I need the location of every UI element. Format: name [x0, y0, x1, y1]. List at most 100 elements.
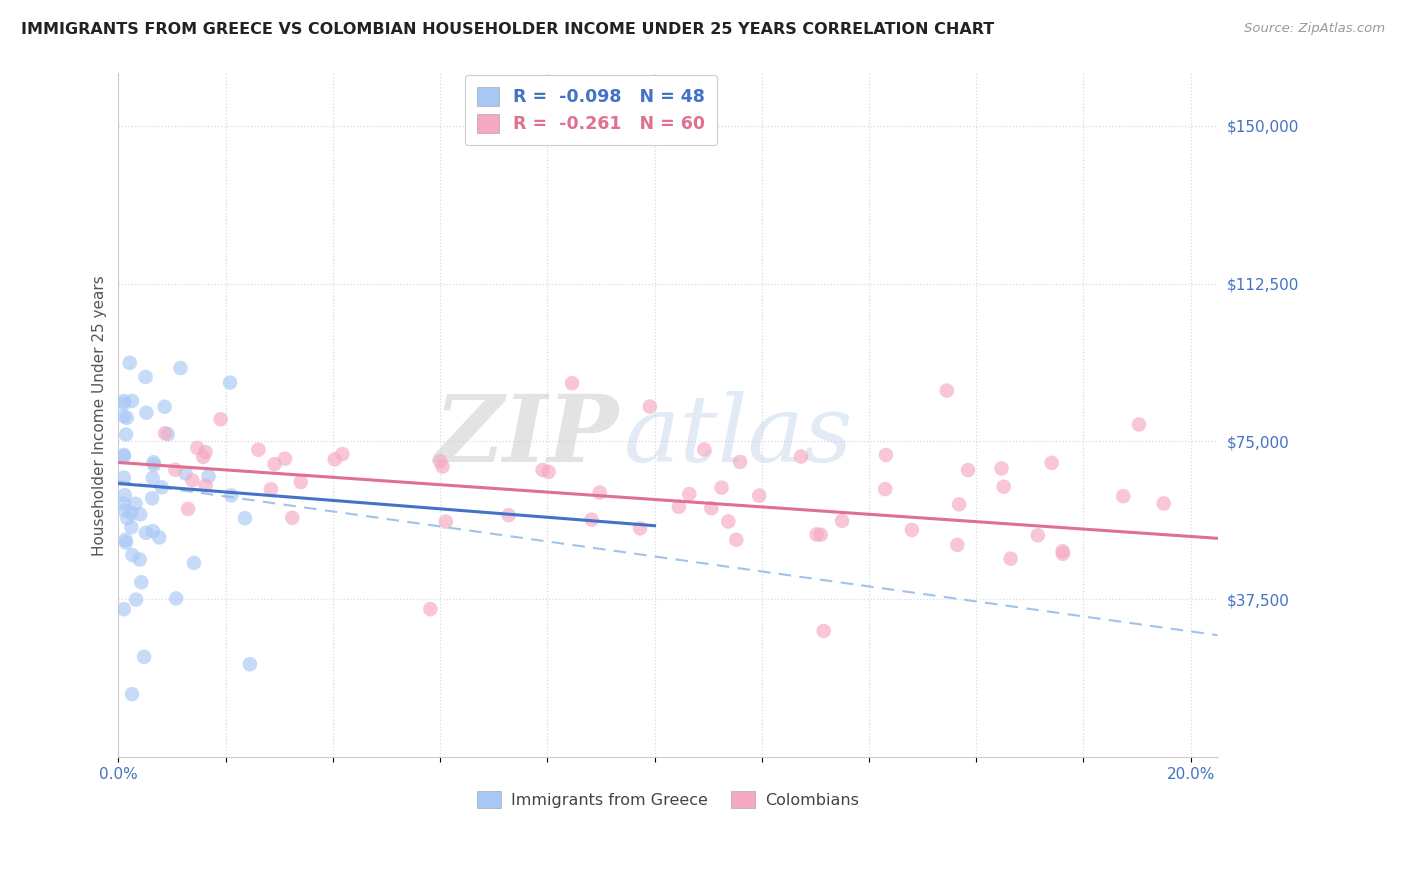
Point	[957, 463, 980, 477]
Point	[118, 356, 141, 370]
Point	[143, 458, 166, 472]
Text: ZIP: ZIP	[434, 391, 619, 481]
Point	[135, 525, 157, 540]
Point	[1026, 528, 1049, 542]
Point	[142, 471, 165, 485]
Point	[153, 400, 176, 414]
Point	[121, 393, 143, 408]
Point	[1052, 547, 1074, 561]
Point	[221, 488, 243, 502]
Point	[239, 657, 262, 672]
Point	[194, 478, 217, 492]
Point	[948, 497, 970, 511]
Point	[135, 370, 157, 384]
Point	[901, 523, 924, 537]
Point	[274, 451, 297, 466]
Point	[142, 455, 165, 469]
Point	[177, 502, 200, 516]
Point	[330, 447, 353, 461]
Point	[165, 591, 187, 606]
Point	[1040, 456, 1063, 470]
Point	[434, 515, 457, 529]
Point	[156, 427, 179, 442]
Point	[112, 396, 135, 410]
Point	[628, 521, 651, 535]
Point	[498, 508, 520, 523]
Point	[260, 483, 283, 497]
Point	[174, 467, 197, 481]
Point	[728, 455, 751, 469]
Point	[115, 427, 138, 442]
Point	[813, 624, 835, 638]
Point	[125, 592, 148, 607]
Text: IMMIGRANTS FROM GREECE VS COLOMBIAN HOUSEHOLDER INCOME UNDER 25 YEARS CORRELATIO: IMMIGRANTS FROM GREECE VS COLOMBIAN HOUS…	[21, 22, 994, 37]
Point	[725, 533, 748, 547]
Point	[233, 511, 256, 525]
Point	[115, 535, 138, 549]
Point	[209, 412, 232, 426]
Point	[194, 445, 217, 459]
Point	[700, 501, 723, 516]
Point	[153, 426, 176, 441]
Point	[1112, 489, 1135, 503]
Point	[668, 500, 690, 514]
Point	[128, 552, 150, 566]
Point	[124, 497, 146, 511]
Point	[115, 410, 138, 425]
Point	[197, 469, 219, 483]
Point	[589, 485, 612, 500]
Point	[946, 538, 969, 552]
Point	[537, 465, 560, 479]
Point	[120, 506, 142, 520]
Point	[112, 394, 135, 409]
Point	[129, 508, 152, 522]
Y-axis label: Householder Income Under 25 years: Householder Income Under 25 years	[93, 275, 107, 556]
Point	[429, 454, 451, 468]
Legend: Immigrants from Greece, Colombians: Immigrants from Greece, Colombians	[471, 784, 865, 814]
Point	[1052, 544, 1074, 558]
Point	[993, 480, 1015, 494]
Point	[710, 481, 733, 495]
Point	[186, 441, 208, 455]
Point	[790, 450, 813, 464]
Point	[281, 510, 304, 524]
Point	[531, 463, 554, 477]
Point	[693, 442, 716, 457]
Point	[263, 457, 285, 471]
Point	[193, 450, 215, 464]
Text: Source: ZipAtlas.com: Source: ZipAtlas.com	[1244, 22, 1385, 36]
Point	[183, 556, 205, 570]
Point	[810, 527, 832, 541]
Point	[112, 409, 135, 424]
Point	[121, 548, 143, 562]
Point	[150, 480, 173, 494]
Point	[748, 489, 770, 503]
Text: atlas: atlas	[624, 391, 853, 481]
Point	[219, 376, 242, 390]
Point	[112, 450, 135, 464]
Point	[129, 575, 152, 590]
Point	[831, 514, 853, 528]
Point	[561, 376, 583, 391]
Point	[112, 497, 135, 511]
Point	[114, 533, 136, 547]
Point	[141, 491, 163, 506]
Point	[142, 524, 165, 538]
Point	[132, 649, 155, 664]
Point	[638, 400, 661, 414]
Point	[165, 463, 187, 477]
Point	[121, 687, 143, 701]
Point	[1128, 417, 1150, 432]
Point	[935, 384, 957, 398]
Point	[432, 459, 454, 474]
Point	[678, 487, 700, 501]
Point	[419, 602, 441, 616]
Point	[875, 448, 897, 462]
Point	[112, 602, 135, 616]
Point	[169, 361, 191, 376]
Point	[148, 530, 170, 544]
Point	[117, 511, 139, 525]
Point	[581, 513, 603, 527]
Point	[181, 474, 204, 488]
Point	[875, 482, 897, 496]
